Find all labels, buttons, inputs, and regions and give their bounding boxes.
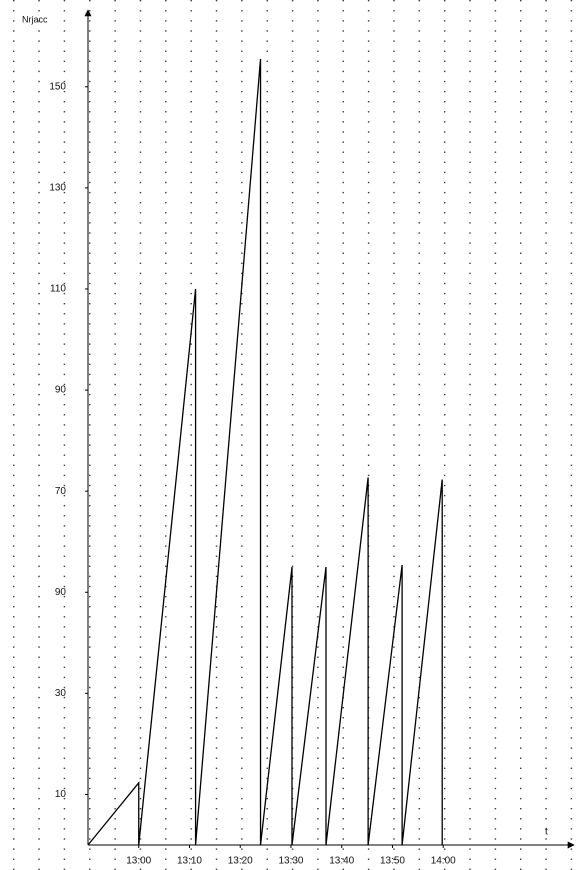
x-tick-label: 13:30 [278,856,303,867]
y-tick-label: 110 [50,284,66,295]
x-tick-label: 13:20 [228,856,253,867]
x-tick-label: 13:40 [329,856,354,867]
y-tick-label: 130 [49,183,66,194]
y-tick-label: 10 [55,789,67,800]
y-tick-label: 90 [55,385,67,396]
data-line [87,58,443,846]
x-tick-label: 13:10 [177,856,202,867]
y-axis-label: Nrjacc [22,14,48,24]
y-tick-label: 30 [55,688,67,699]
y-tick-label: 70 [55,486,67,497]
x-tick-label: 13:50 [380,856,405,867]
y-tick-label: 90 [55,587,67,598]
x-tick-label: 13:00 [126,856,151,867]
x-axis-label: t [545,827,548,838]
x-tick-label: 14:00 [431,856,456,867]
y-tick-label: 150 [49,81,66,92]
